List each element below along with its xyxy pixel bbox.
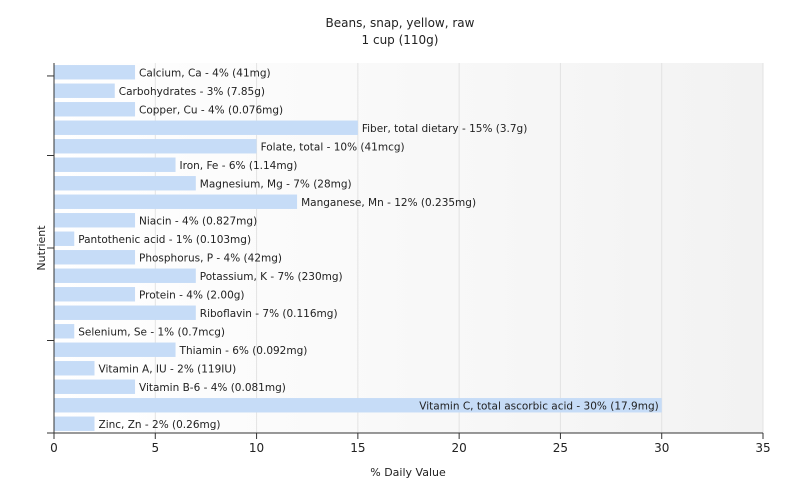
bar bbox=[54, 213, 136, 228]
bar bbox=[54, 416, 95, 431]
chart-subtitle: 1 cup (110g) bbox=[362, 33, 439, 47]
bar bbox=[54, 398, 662, 413]
bar-label: Potassium, K - 7% (230mg) bbox=[200, 271, 343, 283]
bar-label: Carbohydrates - 3% (7.85g) bbox=[119, 86, 265, 98]
bar bbox=[54, 379, 136, 394]
bar bbox=[54, 139, 257, 154]
bar bbox=[54, 361, 95, 376]
bar bbox=[54, 287, 136, 302]
bar-label: Selenium, Se - 1% (0.7mcg) bbox=[78, 326, 225, 338]
bar bbox=[54, 120, 358, 135]
bar-label: Calcium, Ca - 4% (41mg) bbox=[139, 67, 271, 79]
bar bbox=[54, 342, 176, 357]
bar bbox=[54, 176, 196, 191]
plot-area bbox=[54, 63, 763, 433]
bar-label: Vitamin C, total ascorbic acid - 30% (17… bbox=[419, 400, 658, 412]
bar-label: Copper, Cu - 4% (0.076mg) bbox=[139, 104, 283, 116]
bar-label: Iron, Fe - 6% (1.14mg) bbox=[180, 160, 298, 172]
bar bbox=[54, 231, 75, 246]
x-tick-label: 0 bbox=[50, 441, 58, 455]
axes: 0 5 10 15 20 25 30 35 bbox=[47, 63, 771, 455]
bar-label: Magnesium, Mg - 7% (28mg) bbox=[200, 178, 352, 190]
bar-label: Protein - 4% (2.00g) bbox=[139, 289, 245, 301]
bar-label: Vitamin A, IU - 2% (119IU) bbox=[99, 363, 237, 375]
bar-label: Pantothenic acid - 1% (0.103mg) bbox=[78, 234, 251, 246]
bar bbox=[54, 324, 75, 339]
x-tick-label: 10 bbox=[249, 441, 264, 455]
bar bbox=[54, 268, 196, 283]
bar bbox=[54, 83, 115, 98]
x-tick-label: 20 bbox=[452, 441, 467, 455]
x-tick-label: 5 bbox=[151, 441, 159, 455]
bar bbox=[54, 102, 136, 117]
bar-label: Phosphorus, P - 4% (42mg) bbox=[139, 252, 282, 264]
bar bbox=[54, 157, 176, 172]
x-tick-label: 25 bbox=[553, 441, 568, 455]
bar bbox=[54, 65, 136, 80]
y-axis-label: Nutrient bbox=[35, 225, 48, 271]
bar-label: Niacin - 4% (0.827mg) bbox=[139, 215, 257, 227]
bar-label: Vitamin B-6 - 4% (0.081mg) bbox=[139, 382, 286, 394]
bars: Calcium, Ca - 4% (41mg) Carbohydrates - 3… bbox=[54, 65, 662, 431]
x-tick-label: 35 bbox=[755, 441, 770, 455]
bar bbox=[54, 250, 136, 265]
chart-title: Beans, snap, yellow, raw bbox=[326, 16, 475, 30]
x-tick-label: 30 bbox=[654, 441, 669, 455]
bar-label: Folate, total - 10% (41mcg) bbox=[261, 141, 405, 153]
bar-label: Manganese, Mn - 12% (0.235mg) bbox=[301, 197, 476, 209]
bar-label: Riboflavin - 7% (0.116mg) bbox=[200, 308, 338, 320]
bar-label: Thiamin - 6% (0.092mg) bbox=[179, 345, 308, 357]
bar bbox=[54, 305, 196, 320]
bar bbox=[54, 194, 298, 209]
x-axis-label: % Daily Value bbox=[370, 466, 446, 479]
x-tick-label: 15 bbox=[350, 441, 365, 455]
bar-label: Zinc, Zn - 2% (0.26mg) bbox=[99, 419, 221, 431]
bar-label: Fiber, total dietary - 15% (3.7g) bbox=[362, 123, 527, 135]
